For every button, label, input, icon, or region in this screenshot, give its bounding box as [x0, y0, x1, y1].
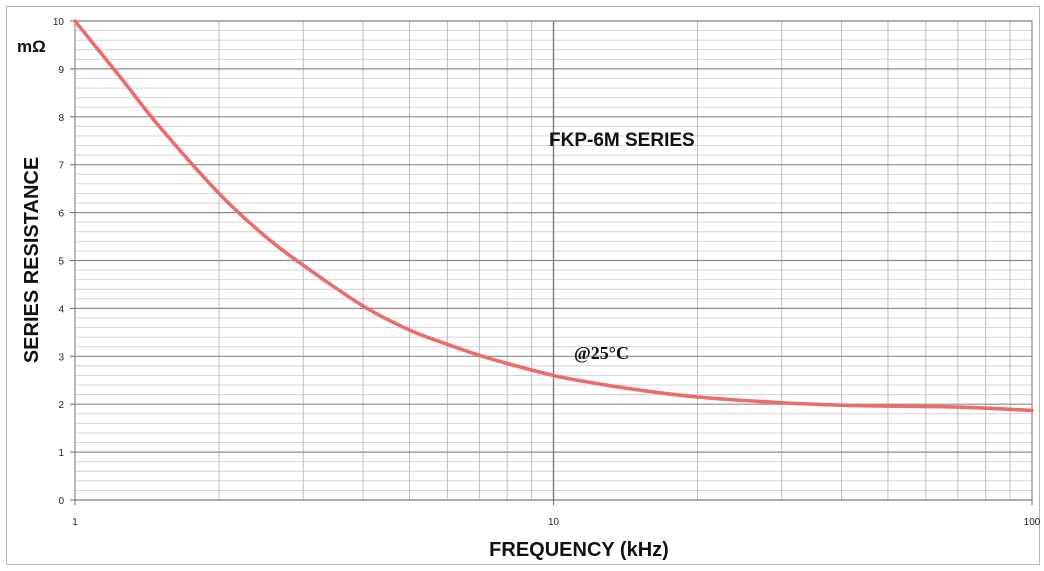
y-tick-label: 1 — [58, 448, 64, 459]
x-tick-labels: 1 10 100 — [72, 517, 1041, 528]
y-tick-label: 5 — [58, 257, 64, 268]
y-tick-label: 10 — [53, 17, 65, 28]
y-tick-label: 2 — [58, 400, 64, 411]
y-tick-label: 8 — [58, 113, 64, 124]
x-axis-title: FREQUENCY (kHz) — [489, 539, 669, 561]
y-unit-label: mΩ — [17, 37, 46, 56]
y-tick-label: 0 — [58, 496, 64, 507]
x-tick-label: 100 — [1024, 517, 1041, 528]
y-tick-label: 9 — [58, 65, 64, 76]
y-tick-label: 6 — [58, 209, 64, 220]
y-tick-labels: 0 1 2 3 4 5 6 7 8 9 10 — [53, 17, 65, 507]
y-axis-title: SERIES RESISTANCE — [21, 157, 43, 363]
chart-title: FKP-6M SERIES — [549, 130, 695, 151]
y-tick-label: 7 — [58, 161, 64, 172]
x-tick-label: 1 — [72, 517, 78, 528]
axes — [70, 20, 1033, 505]
temperature-annotation: @25°C — [574, 343, 629, 363]
series-resistance-line — [73, 19, 1034, 413]
y-tick-label: 4 — [58, 304, 64, 315]
y-tick-label: 3 — [58, 352, 64, 363]
chart-frame — [6, 6, 1040, 565]
x-tick-label: 10 — [548, 517, 560, 528]
series-layer — [73, 19, 1034, 413]
